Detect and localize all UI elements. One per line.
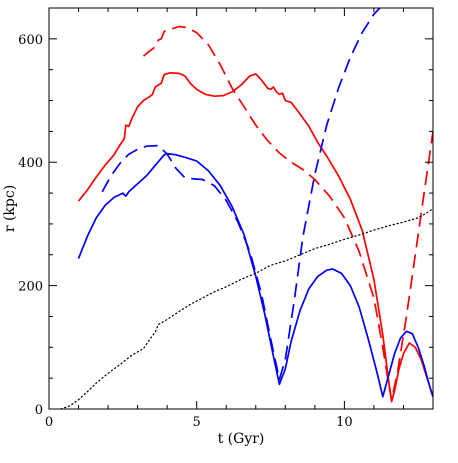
series-line-4-dashed [101, 8, 381, 381]
x-tick-label: 5 [193, 415, 201, 430]
x-axis-label: t (Gyr) [218, 431, 265, 447]
series-line-5-dotted [60, 207, 433, 409]
data-series [60, 8, 433, 409]
x-tick-label: 0 [45, 415, 53, 430]
axis-ticks [48, 7, 434, 410]
series-line-1-solid [77, 71, 433, 403]
tick-labels: 0 5 10 0 200 400 600 [18, 33, 352, 430]
y-tick-label: 0 [35, 403, 43, 418]
y-axis-label: r (kpc) [2, 185, 18, 232]
y-tick-label: 200 [18, 280, 43, 295]
plot-frame [48, 7, 434, 410]
x-tick-label: 10 [336, 415, 353, 430]
series-line-3-solid [77, 152, 433, 398]
series-line-2-dashed [142, 25, 433, 401]
y-tick-label: 600 [18, 33, 43, 48]
y-tick-label: 400 [18, 156, 43, 171]
